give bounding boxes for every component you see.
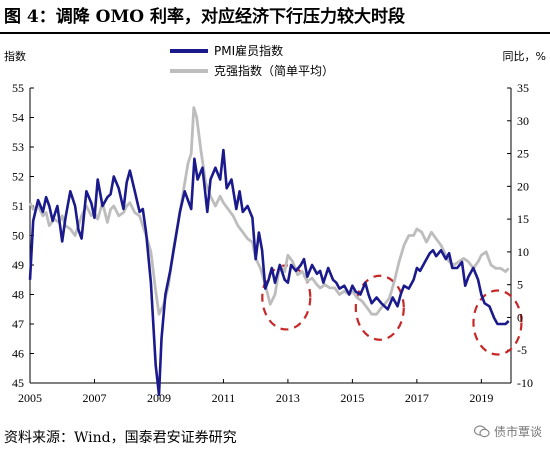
x-tick-label: 2017 <box>405 391 429 405</box>
chart-series <box>28 106 510 397</box>
watermark-text: 债市覃谈 <box>493 425 542 439</box>
left-tick-label: 54 <box>12 111 24 125</box>
right-tick-label: -10 <box>517 376 533 390</box>
left-tick-label: 45 <box>12 376 24 390</box>
chart-axes <box>29 87 512 384</box>
right-tick-label: 0 <box>517 310 523 324</box>
right-tick-label: 35 <box>517 81 529 95</box>
source-note: 资料来源：Wind，国泰君安证券研究 <box>4 430 237 446</box>
legend-label: PMI雇员指数 <box>214 43 283 58</box>
keqiang-index-line <box>28 106 510 316</box>
line-chart: 45 46 47 48 49 50 51 52 53 54 55 -10 -5 0 5 10 15 20 25 30 3… <box>4 43 546 405</box>
right-tick-label: -5 <box>517 343 527 357</box>
left-tick-label: 50 <box>12 229 24 243</box>
watermark: 债市覃谈 <box>473 423 542 440</box>
left-tick-label: 49 <box>12 258 24 272</box>
left-tick-label: 53 <box>12 140 24 154</box>
left-tick-label: 48 <box>12 288 24 302</box>
x-tick-label: 2007 <box>82 391 106 405</box>
pmi-employment-line <box>28 148 510 397</box>
left-tick-label: 52 <box>12 170 24 184</box>
tick-labels: 45 46 47 48 49 50 51 52 53 54 55 -10 -5 0 5 10 15 20 25 30 3… <box>4 49 546 405</box>
wechat-icon <box>473 425 490 438</box>
left-axis-title: 指数 <box>4 49 26 63</box>
left-tick-label: 47 <box>12 317 24 331</box>
x-tick-label: 2009 <box>147 391 171 405</box>
right-tick-label: 10 <box>517 245 529 259</box>
x-tick-label: 2005 <box>18 391 42 405</box>
left-tick-label: 55 <box>12 81 24 95</box>
right-tick-label: 15 <box>517 212 529 226</box>
x-tick-label: 2013 <box>276 391 300 405</box>
x-tick-label: 2019 <box>469 391 493 405</box>
right-tick-label: 20 <box>517 179 529 193</box>
title-rule <box>0 32 550 34</box>
legend-label: 克强指数（简单平均） <box>214 63 334 78</box>
right-tick-label: 25 <box>517 147 529 161</box>
right-axis-title: 同比，% <box>503 50 546 63</box>
left-tick-label: 46 <box>12 347 24 361</box>
right-tick-label: 5 <box>517 278 523 292</box>
x-tick-label: 2011 <box>212 391 236 405</box>
x-tick-label: 2015 <box>340 391 364 405</box>
right-tick-label: 30 <box>517 114 529 128</box>
highlight-circle <box>472 289 523 356</box>
chart-title: 图 4：调降 OMO 利率，对应经济下行压力较大时段 <box>4 7 406 27</box>
highlight-circle <box>354 274 405 341</box>
highlight-circles <box>261 264 523 356</box>
left-tick-label: 51 <box>12 199 24 213</box>
